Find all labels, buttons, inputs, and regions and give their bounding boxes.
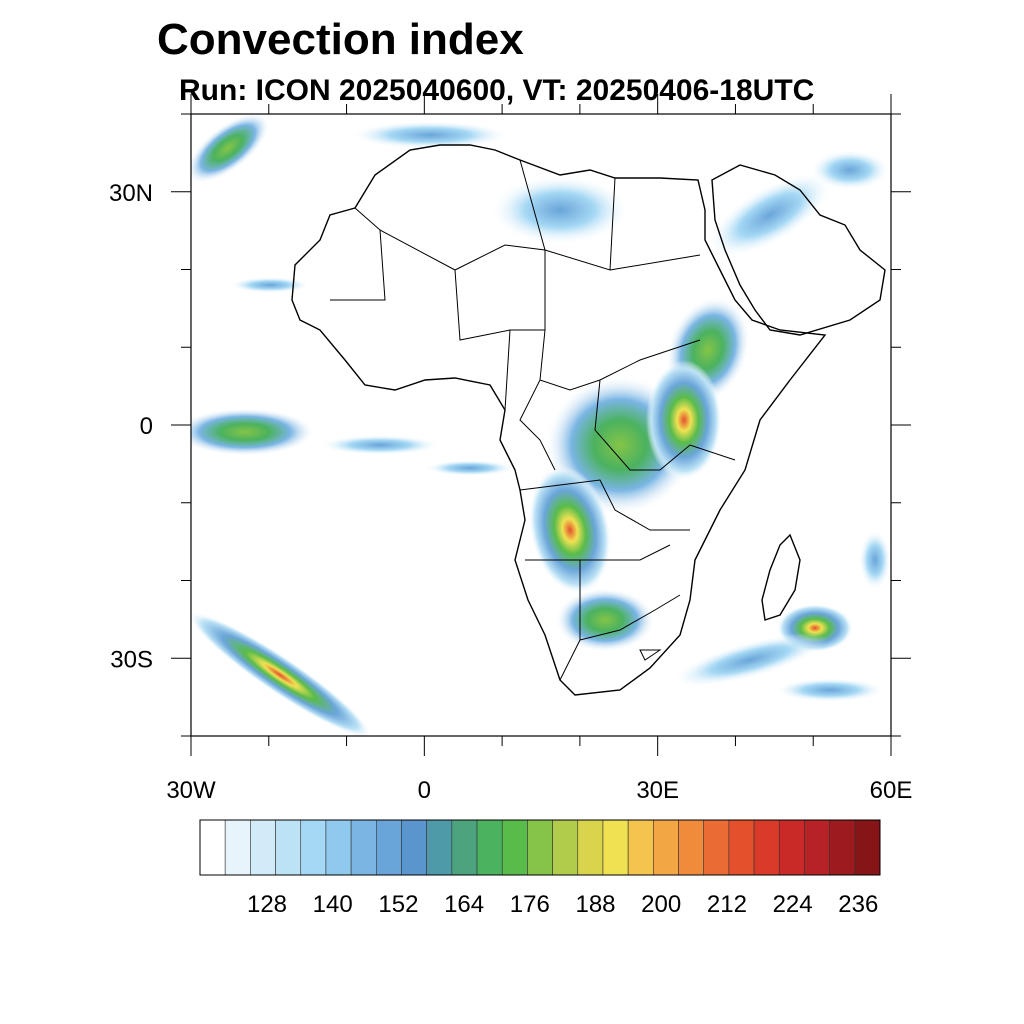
colorbar-swatch [401, 819, 427, 876]
lon-tick-label: 60E [870, 777, 913, 804]
colorbar-swatch [577, 819, 604, 876]
lat-tick-label: 30S [110, 646, 153, 673]
colorbar-swatch [854, 819, 881, 876]
colorbar-swatch [426, 819, 453, 876]
arabia-coastline [711, 164, 886, 336]
madagascar-coastline [761, 533, 801, 621]
colorbar-label: 128 [247, 891, 287, 918]
colorbar-label: 140 [313, 891, 353, 918]
map-panel: 30W 0 30E 60E 30N 0 30S [109, 94, 912, 804]
colorbar-label: 224 [773, 891, 813, 918]
convection-mediterranean [350, 121, 510, 149]
colorbar-swatch [451, 819, 478, 876]
country-borders [330, 159, 736, 681]
convection-levant [707, 172, 833, 258]
lon-tick-label: 30W [166, 777, 216, 804]
lat-tick-label: 30N [109, 180, 153, 207]
convection-indian-east [775, 678, 885, 702]
colorbar-label: 200 [641, 891, 681, 918]
colorbar-swatch [350, 819, 377, 876]
colorbar-frame [199, 819, 881, 876]
colorbar-label: 176 [510, 891, 550, 918]
convection-indian-ne [859, 530, 891, 590]
colorbar-label: 188 [575, 891, 615, 918]
colorbar-label: 164 [444, 891, 484, 918]
colorbar-swatch [627, 819, 654, 876]
colorbar-label: 152 [378, 891, 418, 918]
chart-subtitle: Run: ICON 2025040600, VT: 20250406-18UTC [179, 74, 814, 107]
colorbar-swatch [728, 819, 755, 876]
africa-coastline [291, 144, 827, 696]
colorbar-swatch [602, 819, 629, 876]
colorbar-swatch [250, 819, 276, 876]
colorbar-swatch [552, 819, 579, 876]
map-ticks: 30W 0 30E 60E 30N 0 30S [109, 94, 912, 804]
colorbar-label: 236 [838, 891, 878, 918]
colorbar-swatch [678, 819, 705, 876]
colorbar-swatch [199, 819, 226, 876]
convection-botswana [555, 588, 655, 652]
colorbar-swatch [778, 819, 805, 876]
colorbar-swatch [829, 819, 856, 876]
colorbar: 128 140 152 164 176 188 200 212 224 236 [199, 819, 881, 918]
colorbar-swatch [275, 819, 302, 876]
convection-sahel [230, 277, 310, 293]
colorbar-swatch [300, 819, 327, 876]
convection-iran [810, 150, 890, 190]
colorbar-swatch [753, 819, 780, 876]
convection-atlantic-plume [320, 435, 440, 455]
convection-south-indian [672, 632, 828, 688]
colorbar-swatch [224, 819, 251, 876]
colorbar-swatch [804, 819, 830, 876]
colorbar-swatch [703, 819, 730, 876]
convection-atlantic-plume-2 [425, 460, 515, 476]
colorbar-swatch [653, 819, 679, 876]
colorbar-swatch [501, 819, 528, 876]
lon-tick-label: 0 [418, 777, 431, 804]
convection-libya-egypt [490, 175, 630, 245]
colorbar-swatch [527, 819, 553, 876]
chart-title: Convection index [157, 15, 524, 64]
colorbar-swatch [375, 819, 402, 876]
colorbar-swatch [476, 819, 503, 876]
convection-north-atlantic [191, 114, 270, 184]
convection-lake-victoria [646, 360, 722, 480]
convection-equatorial-atlantic [191, 408, 315, 456]
convection-angola [528, 465, 612, 595]
lat-tick-label: 0 [140, 413, 153, 440]
convection-south-atlantic [191, 611, 372, 736]
lon-tick-label: 30E [636, 777, 679, 804]
convection-field [191, 114, 891, 736]
colorbar-label: 212 [707, 891, 747, 918]
colorbar-swatch [325, 819, 352, 876]
